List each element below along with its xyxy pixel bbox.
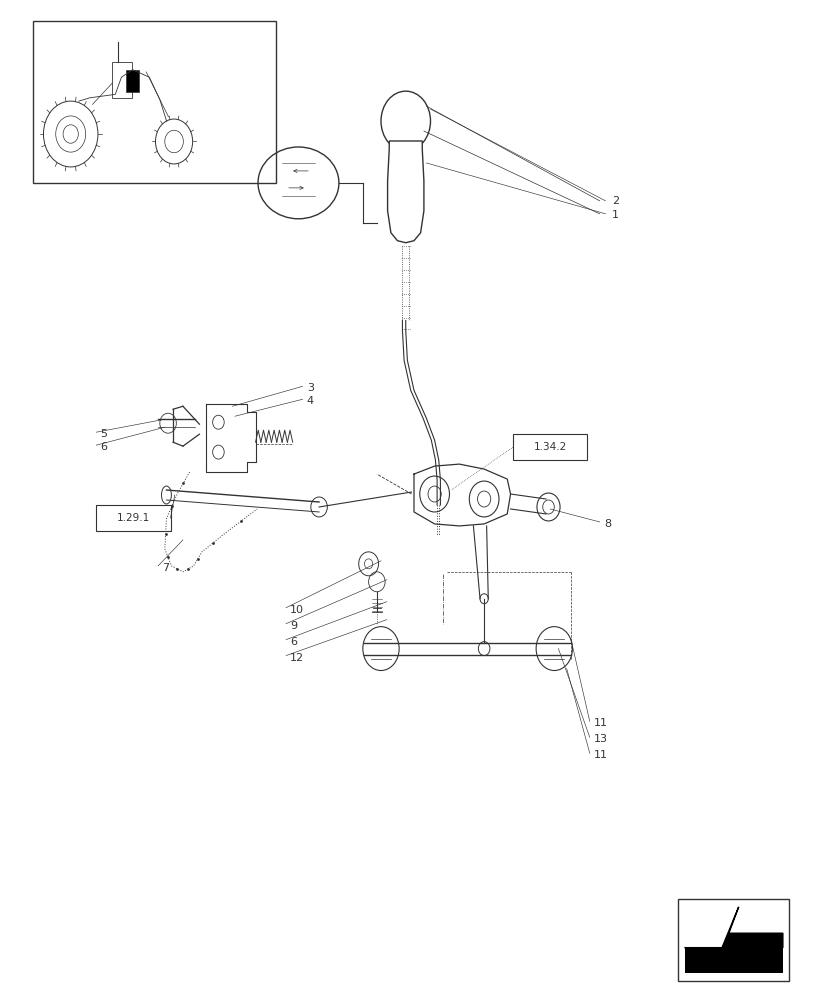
Text: 10: 10	[290, 605, 304, 615]
Text: 6: 6	[100, 442, 108, 452]
Text: 9: 9	[290, 621, 297, 631]
Text: 1: 1	[611, 210, 619, 220]
Bar	[684, 948, 782, 973]
Bar	[33, 21, 276, 183]
Bar	[112, 62, 131, 98]
Circle shape	[44, 101, 98, 167]
Polygon shape	[691, 915, 718, 940]
Polygon shape	[684, 907, 782, 948]
Circle shape	[478, 642, 490, 656]
Polygon shape	[387, 141, 423, 243]
Text: 6: 6	[290, 637, 297, 647]
Text: 7: 7	[162, 563, 170, 573]
Circle shape	[63, 125, 79, 143]
Text: 1.34.2: 1.34.2	[533, 442, 566, 452]
Circle shape	[380, 91, 430, 151]
Circle shape	[155, 119, 193, 164]
Text: 13: 13	[593, 734, 607, 744]
Bar	[513, 434, 586, 460]
Circle shape	[55, 116, 85, 152]
Text: 3: 3	[306, 383, 313, 393]
Circle shape	[536, 627, 571, 671]
Circle shape	[310, 497, 327, 517]
Bar	[126, 70, 139, 92]
Text: 11: 11	[593, 750, 607, 760]
Text: 1.29.1: 1.29.1	[117, 513, 150, 523]
Circle shape	[480, 594, 488, 604]
Text: 5: 5	[100, 429, 108, 439]
Text: 12: 12	[290, 653, 304, 663]
Circle shape	[165, 130, 183, 153]
Text: 4: 4	[306, 396, 313, 406]
Bar	[677, 899, 788, 981]
Text: 11: 11	[593, 718, 607, 728]
Circle shape	[362, 627, 399, 671]
Text: 8: 8	[603, 519, 610, 529]
Bar	[96, 505, 170, 531]
Text: 2: 2	[611, 196, 619, 206]
